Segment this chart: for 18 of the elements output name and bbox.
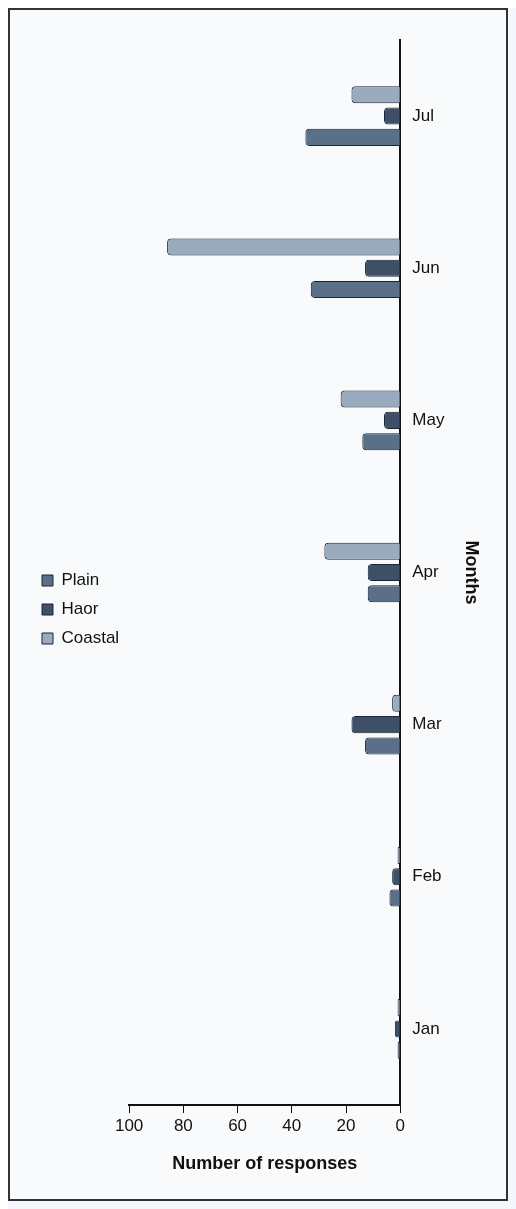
- x-tick-label: 80: [173, 1115, 193, 1135]
- y-tick-label: Apr: [412, 562, 440, 582]
- y-tick-label: Mar: [412, 714, 442, 734]
- x-tick-label: 20: [336, 1115, 356, 1135]
- y-tick-label: Jan: [412, 1018, 440, 1038]
- x-tick-label: 60: [228, 1115, 248, 1135]
- legend-label: Coastal: [61, 628, 120, 648]
- y-tick-label: May: [412, 410, 445, 430]
- x-axis-title: Number of responses: [172, 1153, 358, 1174]
- legend-label: Haor: [61, 599, 99, 619]
- x-tick-label: 40: [282, 1115, 302, 1135]
- x-tick-label: 0: [395, 1115, 406, 1135]
- x-tick-label: 100: [114, 1115, 144, 1135]
- y-axis-title: Months: [462, 540, 483, 605]
- legend-label: Plain: [61, 570, 100, 590]
- y-tick-label: Jun: [412, 257, 440, 277]
- y-tick-label: Feb: [412, 866, 442, 886]
- y-tick-label: Jul: [412, 105, 435, 125]
